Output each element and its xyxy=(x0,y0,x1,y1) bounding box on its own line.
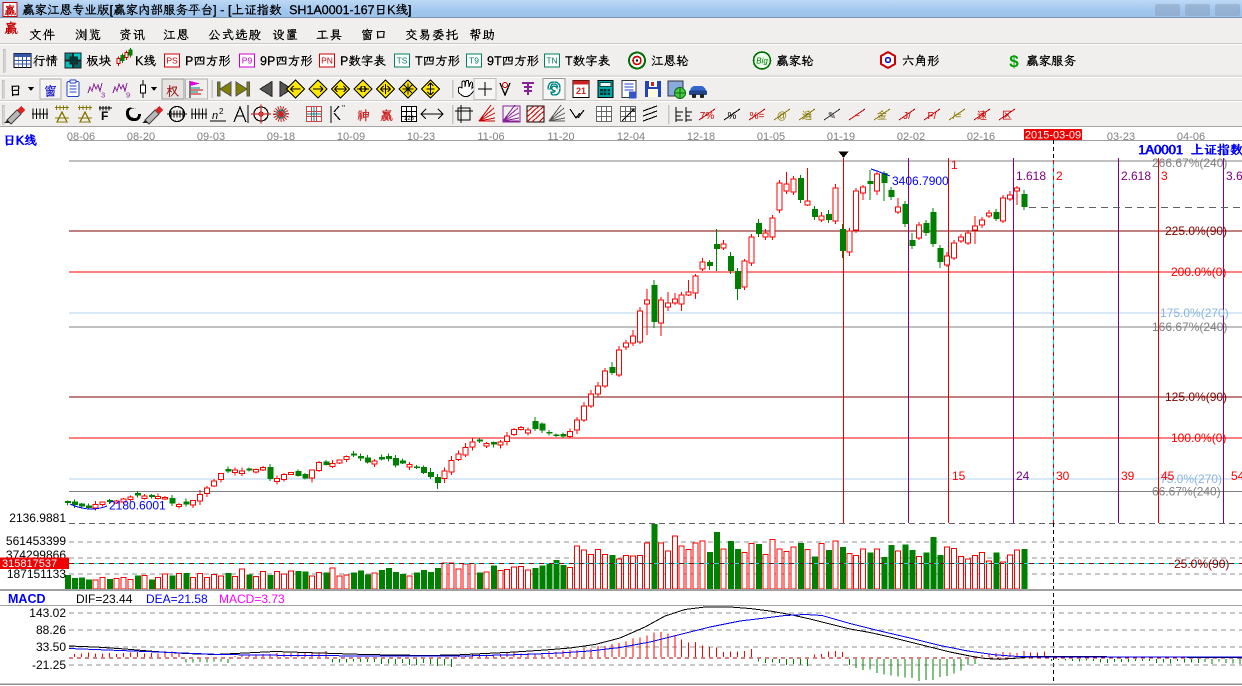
svg-text:2: 2 xyxy=(1056,169,1063,183)
svg-text:/=: /= xyxy=(953,111,962,122)
svg-text:12-04: 12-04 xyxy=(617,131,645,143)
svg-text:10-23: 10-23 xyxy=(407,131,435,143)
svg-text:@: @ xyxy=(777,111,787,122)
svg-text:%: % xyxy=(728,111,737,122)
svg-text:03-23: 03-23 xyxy=(1107,131,1135,143)
svg-text:%=: %= xyxy=(750,111,765,122)
svg-text:10-09: 10-09 xyxy=(337,131,365,143)
svg-text:F: F xyxy=(101,109,108,123)
svg-text:66.67%(240): 66.67%(240) xyxy=(1152,485,1221,499)
svg-text:3: 3 xyxy=(1161,169,1168,183)
svg-text:~: ~ xyxy=(854,111,860,122)
svg-text:30: 30 xyxy=(1056,469,1070,483)
svg-text:MACD=3.73: MACD=3.73 xyxy=(219,592,285,606)
svg-text:15: 15 xyxy=(952,469,966,483)
svg-text:45: 45 xyxy=(1161,469,1175,483)
svg-text:11-06: 11-06 xyxy=(477,131,504,143)
svg-text:3406.7900: 3406.7900 xyxy=(892,174,949,188)
svg-text:09-03: 09-03 xyxy=(197,131,225,143)
svg-text:1.618: 1.618 xyxy=(1016,169,1046,183)
svg-text:01-05: 01-05 xyxy=(757,131,785,143)
svg-text:54: 54 xyxy=(1231,469,1242,483)
svg-text:n: n xyxy=(212,110,218,122)
svg-text:09-18: 09-18 xyxy=(267,131,295,143)
svg-text:2136.9881: 2136.9881 xyxy=(9,511,66,525)
svg-text:$: $ xyxy=(1009,52,1019,71)
svg-text:遍: 遍 xyxy=(802,109,812,122)
svg-text:✎: ✎ xyxy=(828,111,836,122)
svg-text:TS: TS xyxy=(397,56,408,66)
svg-text:DIF=23.44: DIF=23.44 xyxy=(76,592,133,606)
svg-text:25.0%(90): 25.0%(90) xyxy=(1174,557,1229,571)
svg-text:02-16: 02-16 xyxy=(967,131,995,143)
svg-text:9: 9 xyxy=(126,91,130,100)
svg-text:'': '' xyxy=(342,104,346,113)
svg-text:T9: T9 xyxy=(469,56,479,66)
svg-text:速: 速 xyxy=(977,110,987,122)
svg-text:02-02: 02-02 xyxy=(897,131,925,143)
svg-text:金: 金 xyxy=(877,109,887,122)
svg-text:187151133: 187151133 xyxy=(7,567,67,581)
svg-text:01-19: 01-19 xyxy=(827,131,855,143)
svg-text:125.0%(90): 125.0%(90) xyxy=(1165,390,1227,404)
svg-text:-21.25: -21.25 xyxy=(32,658,66,672)
svg-text:75.0%(270): 75.0%(270) xyxy=(1160,472,1222,486)
svg-text:2.618: 2.618 xyxy=(1121,169,1151,183)
svg-text:100.0%(0): 100.0%(0) xyxy=(1171,431,1226,445)
svg-text:1: 1 xyxy=(951,158,958,172)
svg-text:225.0%(90): 225.0%(90) xyxy=(1165,224,1227,238)
svg-text:MACD: MACD xyxy=(8,592,46,606)
svg-text:123: 123 xyxy=(404,116,415,122)
svg-text:3: 3 xyxy=(101,91,105,100)
svg-text:2180.6001: 2180.6001 xyxy=(109,499,166,513)
svg-text:DEA=21.58: DEA=21.58 xyxy=(146,592,208,606)
svg-text:7%: 7% xyxy=(700,111,715,122)
svg-text:166.67%(240): 166.67%(240) xyxy=(1152,320,1227,334)
svg-text:200.0%(0): 200.0%(0) xyxy=(1171,265,1226,279)
svg-text:11-20: 11-20 xyxy=(547,131,574,143)
svg-text:88.26: 88.26 xyxy=(36,623,66,637)
svg-text:区: 区 xyxy=(1002,110,1012,122)
svg-text:12-18: 12-18 xyxy=(687,131,715,143)
svg-text:266.67%(240): 266.67%(240) xyxy=(1152,156,1227,170)
svg-text:TN: TN xyxy=(546,56,557,66)
svg-text:2015-03-09: 2015-03-09 xyxy=(1025,130,1081,142)
svg-text:143.02: 143.02 xyxy=(29,606,66,620)
svg-text:P9: P9 xyxy=(242,56,253,66)
svg-text:2: 2 xyxy=(219,107,224,116)
svg-text:21: 21 xyxy=(576,86,586,96)
svg-text:PS: PS xyxy=(166,56,178,66)
svg-text:39: 39 xyxy=(1121,469,1135,483)
svg-text:175.0%(270): 175.0%(270) xyxy=(1160,306,1229,320)
svg-text:24: 24 xyxy=(1016,469,1030,483)
svg-text:J/: J/ xyxy=(903,111,911,122)
svg-text:08-06: 08-06 xyxy=(67,131,95,143)
svg-text:F/: F/ xyxy=(928,111,937,122)
svg-text:08-20: 08-20 xyxy=(127,131,155,143)
svg-text:33.50: 33.50 xyxy=(36,640,66,654)
svg-text:3.6: 3.6 xyxy=(1226,169,1242,183)
svg-text:Big: Big xyxy=(756,57,768,66)
svg-text:561453399: 561453399 xyxy=(6,534,66,548)
svg-text:04-06: 04-06 xyxy=(1177,131,1205,143)
svg-text:PN: PN xyxy=(321,56,333,66)
svg-text:315817537: 315817537 xyxy=(2,558,57,570)
